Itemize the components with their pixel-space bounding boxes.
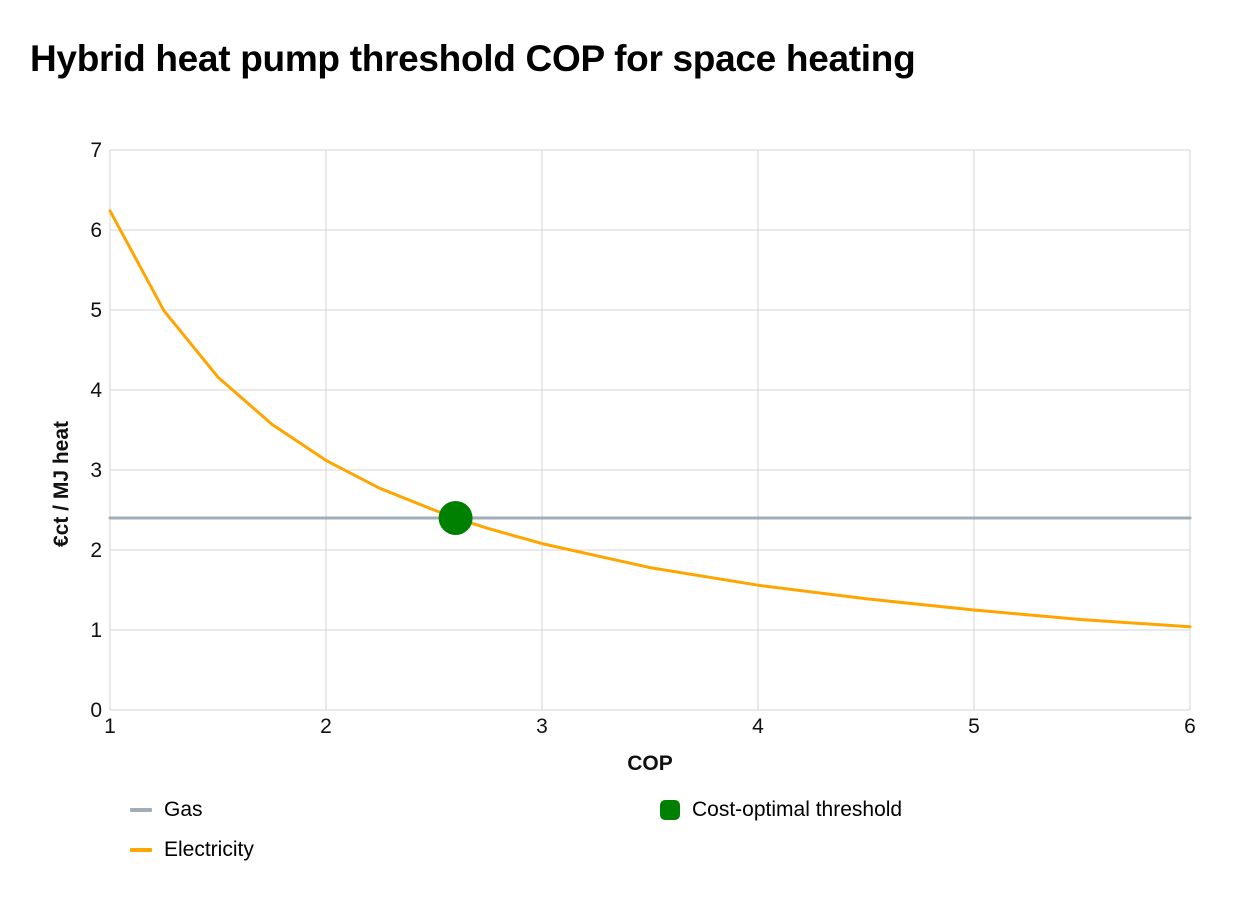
x-axis-title: COP — [627, 752, 673, 775]
y-tick-label: 2 — [90, 539, 102, 562]
x-tick-label: 3 — [536, 715, 548, 738]
legend-item-gas[interactable]: Gas — [130, 798, 203, 822]
x-tick-label: 5 — [968, 715, 980, 738]
legend-label-cost-optimal-threshold: Cost-optimal threshold — [692, 798, 903, 821]
legend-label-gas: Gas — [164, 798, 203, 821]
y-tick-label: 0 — [90, 699, 102, 722]
point-layer — [438, 501, 473, 535]
legend-swatch-cost-optimal-threshold — [660, 800, 680, 820]
x-tick-label: 6 — [1184, 715, 1196, 738]
y-tick-label: 4 — [90, 379, 102, 402]
x-tick-labels: 1 2 3 4 5 6 — [104, 715, 1196, 738]
y-axis-title: €ct / MJ heat — [50, 421, 73, 547]
y-tick-label: 1 — [90, 619, 102, 642]
x-tick-label: 1 — [104, 715, 116, 738]
y-tick-label: 6 — [90, 219, 102, 242]
y-tick-label: 7 — [90, 139, 102, 162]
y-tick-label: 3 — [90, 459, 102, 482]
series-layer — [108, 209, 1192, 629]
chart-title: Hybrid heat pump threshold COP for space… — [30, 38, 916, 79]
legend-swatch-gas — [130, 808, 152, 812]
threshold-marker — [438, 501, 473, 535]
y-tick-labels: 0 1 2 3 4 5 6 7 — [90, 139, 102, 722]
legend-item-cost-optimal-threshold[interactable]: Cost-optimal threshold — [660, 798, 902, 822]
legend-item-electricity[interactable]: Electricity — [130, 838, 254, 862]
legend-label-electricity: Electricity — [164, 838, 254, 861]
series-line-electricity — [108, 209, 1192, 629]
y-tick-label: 5 — [90, 299, 102, 322]
x-tick-label: 2 — [320, 715, 332, 738]
legend-swatch-electricity — [130, 848, 152, 852]
x-tick-label: 4 — [752, 715, 764, 738]
grid-layer — [109, 149, 1191, 711]
